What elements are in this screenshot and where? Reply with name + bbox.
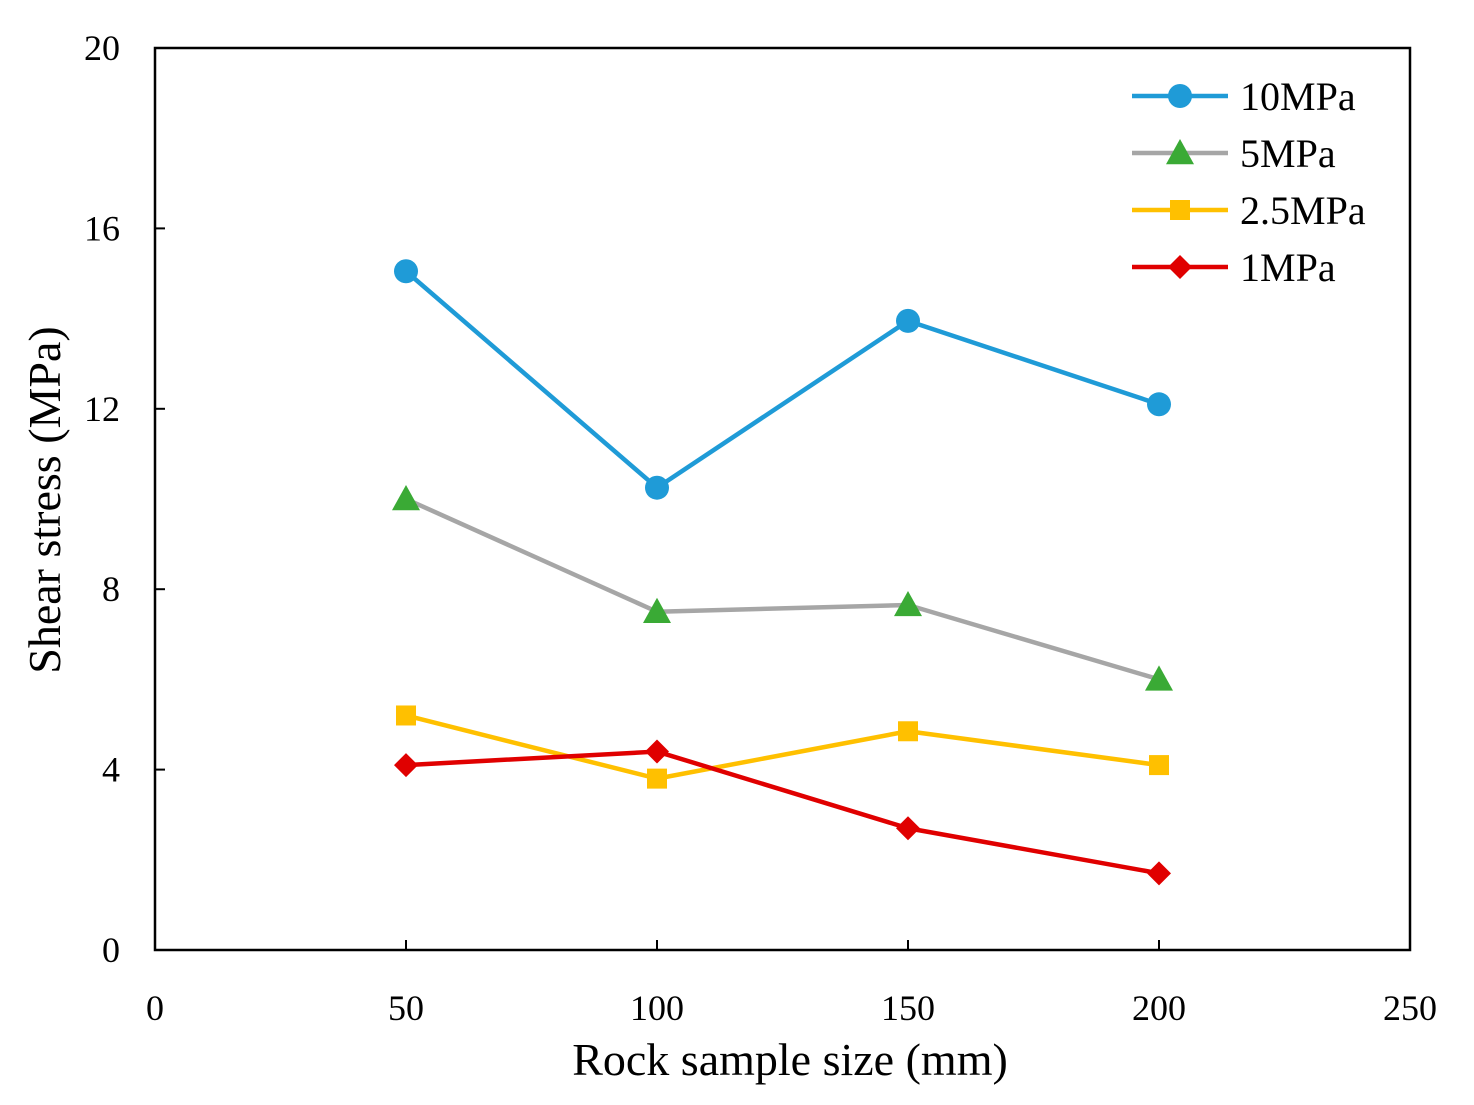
series-layer — [392, 259, 1173, 886]
series-5mpa — [392, 485, 1173, 691]
data-point — [396, 705, 416, 726]
legend-entry: 10MPa — [1132, 74, 1356, 119]
data-point — [896, 308, 920, 333]
x-tick-label: 0 — [146, 988, 164, 1028]
y-tick-label: 8 — [102, 569, 120, 609]
series-line — [405, 496, 1160, 682]
series-2-5mpa — [396, 705, 1169, 789]
y-tick-label: 12 — [84, 389, 120, 429]
legend-label: 5MPa — [1240, 131, 1336, 176]
legend-entry: 1MPa — [1132, 245, 1336, 290]
data-point — [1145, 665, 1173, 691]
legend-marker — [1168, 255, 1192, 279]
data-point — [645, 739, 669, 764]
legend-label: 1MPa — [1240, 245, 1336, 290]
data-point — [1147, 392, 1171, 417]
y-tick-label: 16 — [84, 208, 120, 248]
data-point — [645, 475, 669, 500]
series-1mpa — [394, 739, 1171, 886]
data-point — [898, 721, 918, 742]
data-point — [394, 753, 418, 778]
legend-label: 2.5MPa — [1240, 188, 1366, 233]
y-tick-label: 0 — [102, 930, 120, 970]
data-point — [894, 590, 922, 617]
legend-marker — [1166, 139, 1194, 165]
y-tick-label: 4 — [102, 750, 120, 790]
legend-marker — [1168, 84, 1192, 108]
plot-frame — [153, 46, 1412, 952]
data-point — [1147, 861, 1171, 886]
axes-layer: 0 50 100 150 200 250 0 4 8 12 16 20 — [84, 28, 1437, 1028]
series-10mpa — [394, 259, 1171, 500]
legend-entry: 2.5MPa — [1132, 188, 1366, 233]
series-line — [405, 749, 1160, 876]
data-point — [647, 768, 667, 789]
data-point — [394, 259, 418, 284]
x-tick-label: 150 — [881, 988, 935, 1028]
x-tick-label: 100 — [630, 988, 684, 1028]
legend: 10MPa 5MPa 2.5MPa 1MPa — [1132, 74, 1366, 290]
x-tick-label: 250 — [1383, 988, 1437, 1028]
legend-marker — [1170, 200, 1190, 220]
series-line — [405, 713, 1160, 781]
y-tick-label: 20 — [84, 28, 120, 68]
data-point — [643, 597, 671, 623]
legend-label: 10MPa — [1240, 74, 1356, 119]
x-tick-label: 200 — [1132, 988, 1186, 1028]
y-axis-title: Shear stress (MPa) — [19, 326, 70, 674]
x-axis-title: Rock sample size (mm) — [572, 1034, 1008, 1085]
data-point — [1149, 755, 1169, 776]
series-line — [404, 269, 1160, 490]
legend-entry: 5MPa — [1132, 131, 1336, 176]
x-tick-label: 50 — [388, 988, 424, 1028]
data-point — [896, 816, 920, 841]
data-point — [392, 485, 420, 511]
